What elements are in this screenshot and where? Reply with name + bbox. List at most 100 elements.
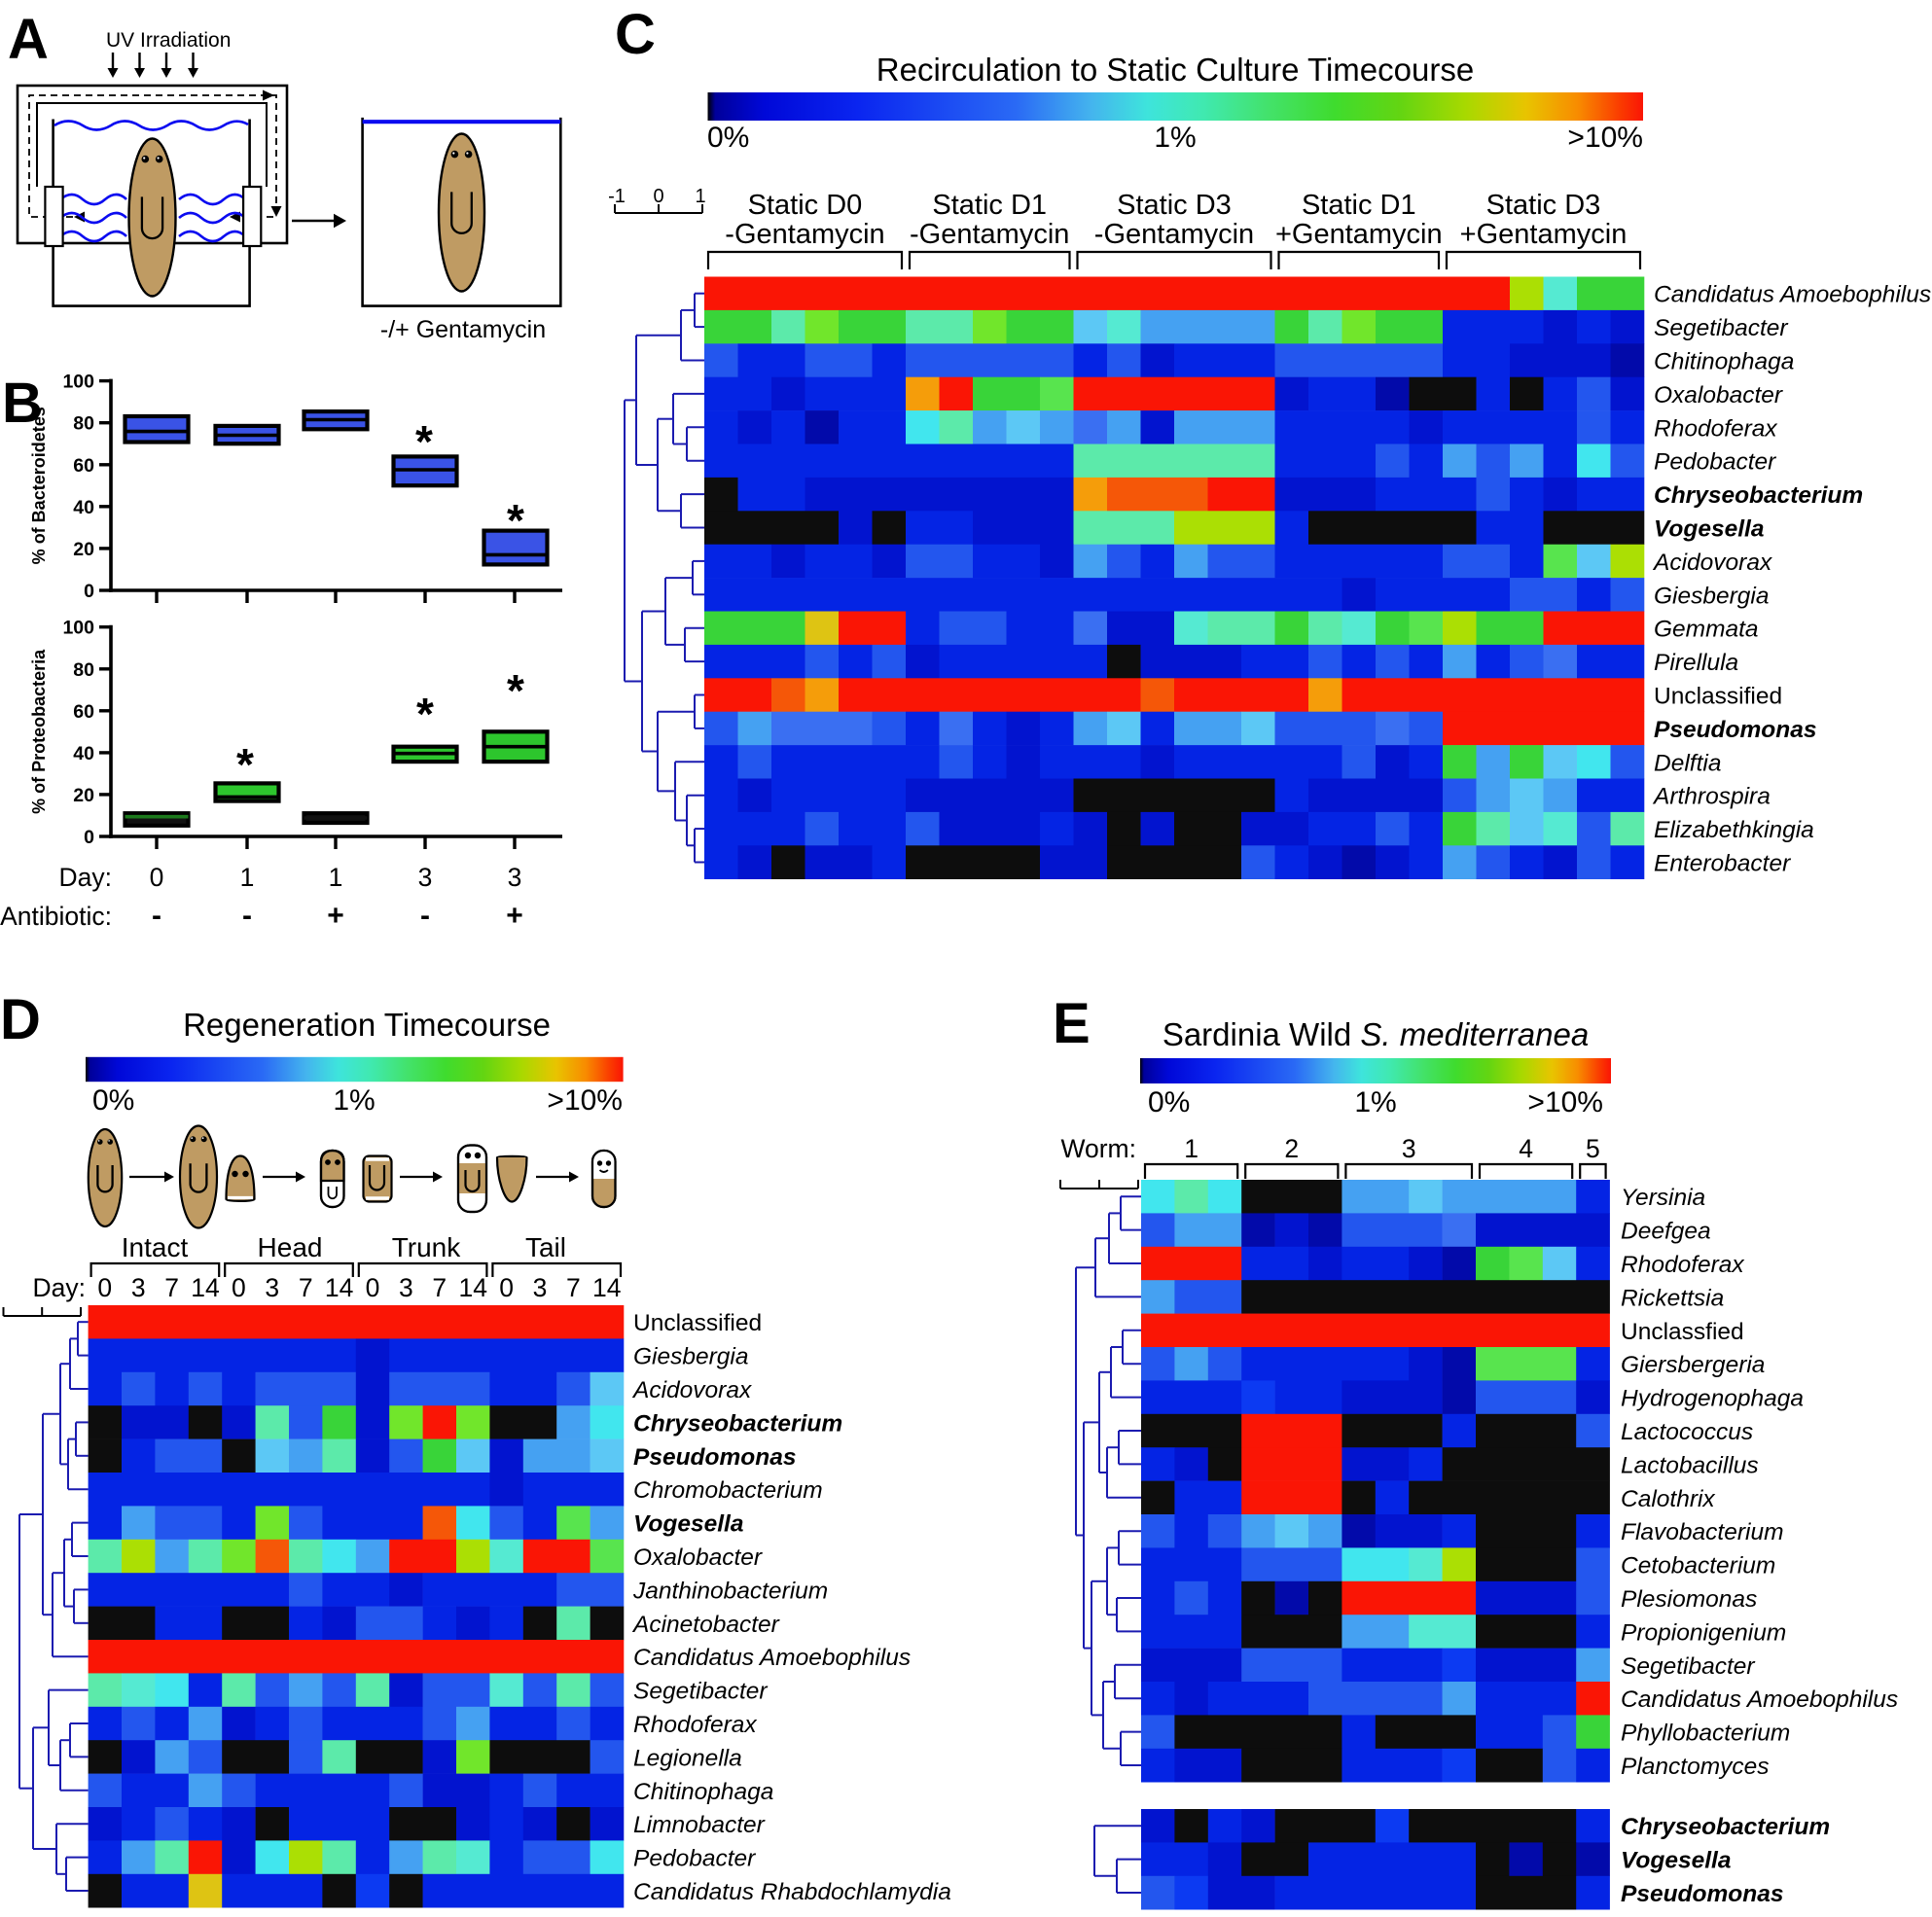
svg-text:UV Irradiation: UV Irradiation <box>106 29 231 52</box>
svg-text:>10%: >10% <box>1567 122 1643 154</box>
svg-text:Arthrospira: Arthrospira <box>1652 784 1771 810</box>
svg-text:1: 1 <box>1184 1134 1199 1163</box>
svg-text:Chryseobacterium: Chryseobacterium <box>1621 1814 1830 1840</box>
svg-text:*: * <box>236 739 254 790</box>
svg-text:-Gentamycin: -Gentamycin <box>1094 219 1254 250</box>
svg-text:Lactobacillus: Lactobacillus <box>1621 1452 1759 1478</box>
svg-text:Chromobacterium: Chromobacterium <box>633 1477 823 1504</box>
svg-text:Rickettsia: Rickettsia <box>1621 1285 1724 1311</box>
svg-text:Vogesella: Vogesella <box>633 1511 743 1538</box>
svg-text:Tail: Tail <box>525 1232 566 1262</box>
svg-text:4: 4 <box>1519 1134 1533 1163</box>
svg-text:Candidatus Amoebophilus: Candidatus Amoebophilus <box>1621 1686 1898 1713</box>
svg-text:Planctomyces: Planctomyces <box>1621 1754 1770 1780</box>
svg-text:Giesbergia: Giesbergia <box>633 1344 748 1370</box>
svg-text:Chryseobacterium: Chryseobacterium <box>1654 482 1863 509</box>
svg-text:>10%: >10% <box>1527 1086 1603 1118</box>
svg-text:Pedobacter: Pedobacter <box>1654 449 1776 476</box>
svg-text:Day:: Day: <box>33 1273 87 1302</box>
svg-text:100: 100 <box>62 618 94 639</box>
svg-text:5: 5 <box>1586 1134 1600 1163</box>
svg-text:0%: 0% <box>1148 1086 1190 1118</box>
svg-text:Unclassfied: Unclassfied <box>1621 1319 1744 1345</box>
svg-text:7: 7 <box>566 1273 581 1302</box>
svg-text:Pseudomonas: Pseudomonas <box>1654 717 1816 743</box>
svg-text:3: 3 <box>508 863 522 892</box>
svg-text:-: - <box>242 900 252 932</box>
svg-text:Yersinia: Yersinia <box>1621 1185 1705 1211</box>
svg-text:% of Bacteroidetes: % of Bacteroidetes <box>29 407 49 564</box>
svg-text:60: 60 <box>73 455 94 477</box>
svg-text:Segetibacter: Segetibacter <box>1654 315 1788 341</box>
svg-text:3: 3 <box>418 863 433 892</box>
svg-text:C: C <box>615 3 656 66</box>
svg-text:0: 0 <box>232 1273 246 1302</box>
svg-text:+Gentamycin: +Gentamycin <box>1460 219 1628 250</box>
svg-text:Plesiomonas: Plesiomonas <box>1621 1586 1757 1613</box>
svg-text:Delftia: Delftia <box>1654 750 1721 776</box>
svg-text:Candidatus Rhabdochlamydia: Candidatus Rhabdochlamydia <box>633 1879 951 1905</box>
svg-text:0: 0 <box>499 1273 514 1302</box>
svg-text:-/+ Gentamycin: -/+ Gentamycin <box>380 316 546 343</box>
svg-text:20: 20 <box>73 539 94 560</box>
svg-text:Giersbergeria: Giersbergeria <box>1621 1352 1765 1378</box>
svg-text:80: 80 <box>73 659 94 681</box>
svg-text:0: 0 <box>84 581 94 602</box>
svg-text:Calothrix: Calothrix <box>1621 1486 1715 1512</box>
svg-text:*: * <box>507 495 524 546</box>
svg-text:*: * <box>507 665 524 716</box>
svg-text:E: E <box>1053 992 1091 1055</box>
svg-text:*: * <box>415 416 433 467</box>
svg-text:Static D0: Static D0 <box>748 190 863 221</box>
svg-text:3: 3 <box>1402 1134 1416 1163</box>
svg-text:14: 14 <box>191 1273 219 1302</box>
svg-text:3: 3 <box>533 1273 548 1302</box>
svg-text:Regeneration Timecourse: Regeneration Timecourse <box>183 1007 551 1043</box>
svg-text:Static D3: Static D3 <box>1486 190 1601 221</box>
svg-text:Cetobacterium: Cetobacterium <box>1621 1553 1775 1580</box>
svg-text:3: 3 <box>131 1273 146 1302</box>
svg-text:2: 2 <box>1284 1134 1299 1163</box>
svg-text:Chitinophaga: Chitinophaga <box>1654 349 1794 375</box>
svg-text:0: 0 <box>653 186 663 207</box>
svg-text:Phyllobacterium: Phyllobacterium <box>1621 1721 1790 1747</box>
svg-text:Limnobacter: Limnobacter <box>633 1812 766 1838</box>
svg-text:1: 1 <box>329 863 343 892</box>
svg-text:Candidatus Amoebophilus: Candidatus Amoebophilus <box>633 1645 911 1671</box>
svg-text:Rhodoferax: Rhodoferax <box>633 1712 757 1738</box>
svg-text:+Gentamycin: +Gentamycin <box>1275 219 1443 250</box>
svg-text:1%: 1% <box>1154 122 1196 154</box>
svg-text:Oxalobacter: Oxalobacter <box>1654 382 1783 408</box>
svg-text:7: 7 <box>432 1273 447 1302</box>
svg-text:Chitinophaga: Chitinophaga <box>633 1779 773 1805</box>
svg-text:7: 7 <box>164 1273 179 1302</box>
svg-text:Chryseobacterium: Chryseobacterium <box>633 1410 842 1437</box>
svg-text:-: - <box>152 900 161 932</box>
svg-text:14: 14 <box>325 1273 353 1302</box>
svg-text:Head: Head <box>258 1232 323 1262</box>
svg-text:20: 20 <box>73 785 94 806</box>
svg-text:Sardinia Wild S. mediterranea: Sardinia Wild S. mediterranea <box>1163 1016 1589 1052</box>
svg-text:B: B <box>2 372 43 435</box>
svg-text:-Gentamycin: -Gentamycin <box>725 219 884 250</box>
svg-text:Recirculation to Static Cultur: Recirculation to Static Culture Timecour… <box>877 52 1474 88</box>
svg-text:1%: 1% <box>1354 1086 1396 1118</box>
svg-text:Lactococcus: Lactococcus <box>1621 1419 1753 1445</box>
svg-text:0: 0 <box>366 1273 380 1302</box>
svg-text:Trunk: Trunk <box>392 1232 462 1262</box>
svg-text:Candidatus Amoebophilus: Candidatus Amoebophilus <box>1654 282 1931 308</box>
svg-text:Acidovorax: Acidovorax <box>1652 550 1772 576</box>
svg-text:Unclassified: Unclassified <box>633 1310 762 1336</box>
svg-text:Rhodoferax: Rhodoferax <box>1654 415 1777 442</box>
svg-text:Unclassified: Unclassified <box>1654 684 1782 710</box>
svg-text:Pseudomonas: Pseudomonas <box>633 1444 796 1471</box>
svg-text:-: - <box>420 900 430 932</box>
svg-text:Day:: Day: <box>59 863 113 892</box>
svg-text:3: 3 <box>265 1273 279 1302</box>
svg-text:0%: 0% <box>707 122 749 154</box>
svg-text:Pedobacter: Pedobacter <box>633 1846 756 1872</box>
svg-text:Segetibacter: Segetibacter <box>633 1679 768 1705</box>
svg-text:Segetibacter: Segetibacter <box>1621 1653 1755 1680</box>
svg-text:1%: 1% <box>333 1084 375 1117</box>
svg-text:Legionella: Legionella <box>633 1745 742 1771</box>
